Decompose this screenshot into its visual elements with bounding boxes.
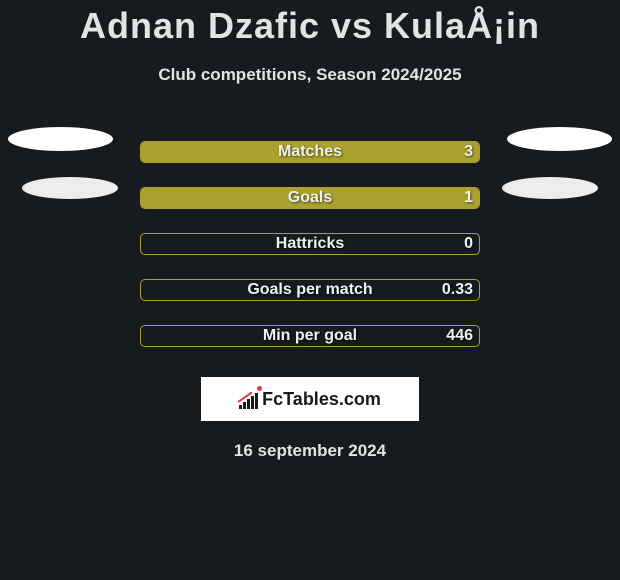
bar-label: Hattricks — [276, 235, 344, 253]
chart-area: Matches 3 Goals 1 Hattricks 0 — [0, 127, 620, 461]
date-text: 16 september 2024 — [0, 441, 620, 461]
logo-box[interactable]: FcTables.com — [201, 377, 419, 421]
bar-label: Goals per match — [247, 281, 372, 299]
bar-row: Goals per match 0.33 — [0, 267, 620, 313]
bar-row: Hattricks 0 — [0, 221, 620, 267]
main-container: Adnan Dzafic vs KulaÅ¡in Club competitio… — [0, 0, 620, 461]
bar-label: Goals — [288, 189, 332, 207]
logo-content: FcTables.com — [239, 389, 381, 410]
bar-row: Min per goal 446 — [0, 313, 620, 359]
bars-wrapper: Matches 3 Goals 1 Hattricks 0 — [0, 127, 620, 359]
subtitle: Club competitions, Season 2024/2025 — [0, 65, 620, 85]
logo-chart-icon — [239, 389, 258, 409]
bar-value: 446 — [446, 327, 473, 345]
bar-label: Min per goal — [263, 327, 357, 345]
bar-value: 0.33 — [442, 281, 473, 299]
bar-value: 3 — [464, 143, 473, 161]
bar-container: Goals per match 0.33 — [140, 279, 480, 301]
bar-row: Matches 3 — [0, 129, 620, 175]
bar-label: Matches — [278, 143, 342, 161]
logo-text: FcTables.com — [262, 389, 381, 410]
bar-value: 1 — [464, 189, 473, 207]
bar-container: Goals 1 — [140, 187, 480, 209]
bar-container: Hattricks 0 — [140, 233, 480, 255]
bar-value: 0 — [464, 235, 473, 253]
page-title: Adnan Dzafic vs KulaÅ¡in — [0, 5, 620, 47]
bar-container: Matches 3 — [140, 141, 480, 163]
bar-container: Min per goal 446 — [140, 325, 480, 347]
bar-row: Goals 1 — [0, 175, 620, 221]
